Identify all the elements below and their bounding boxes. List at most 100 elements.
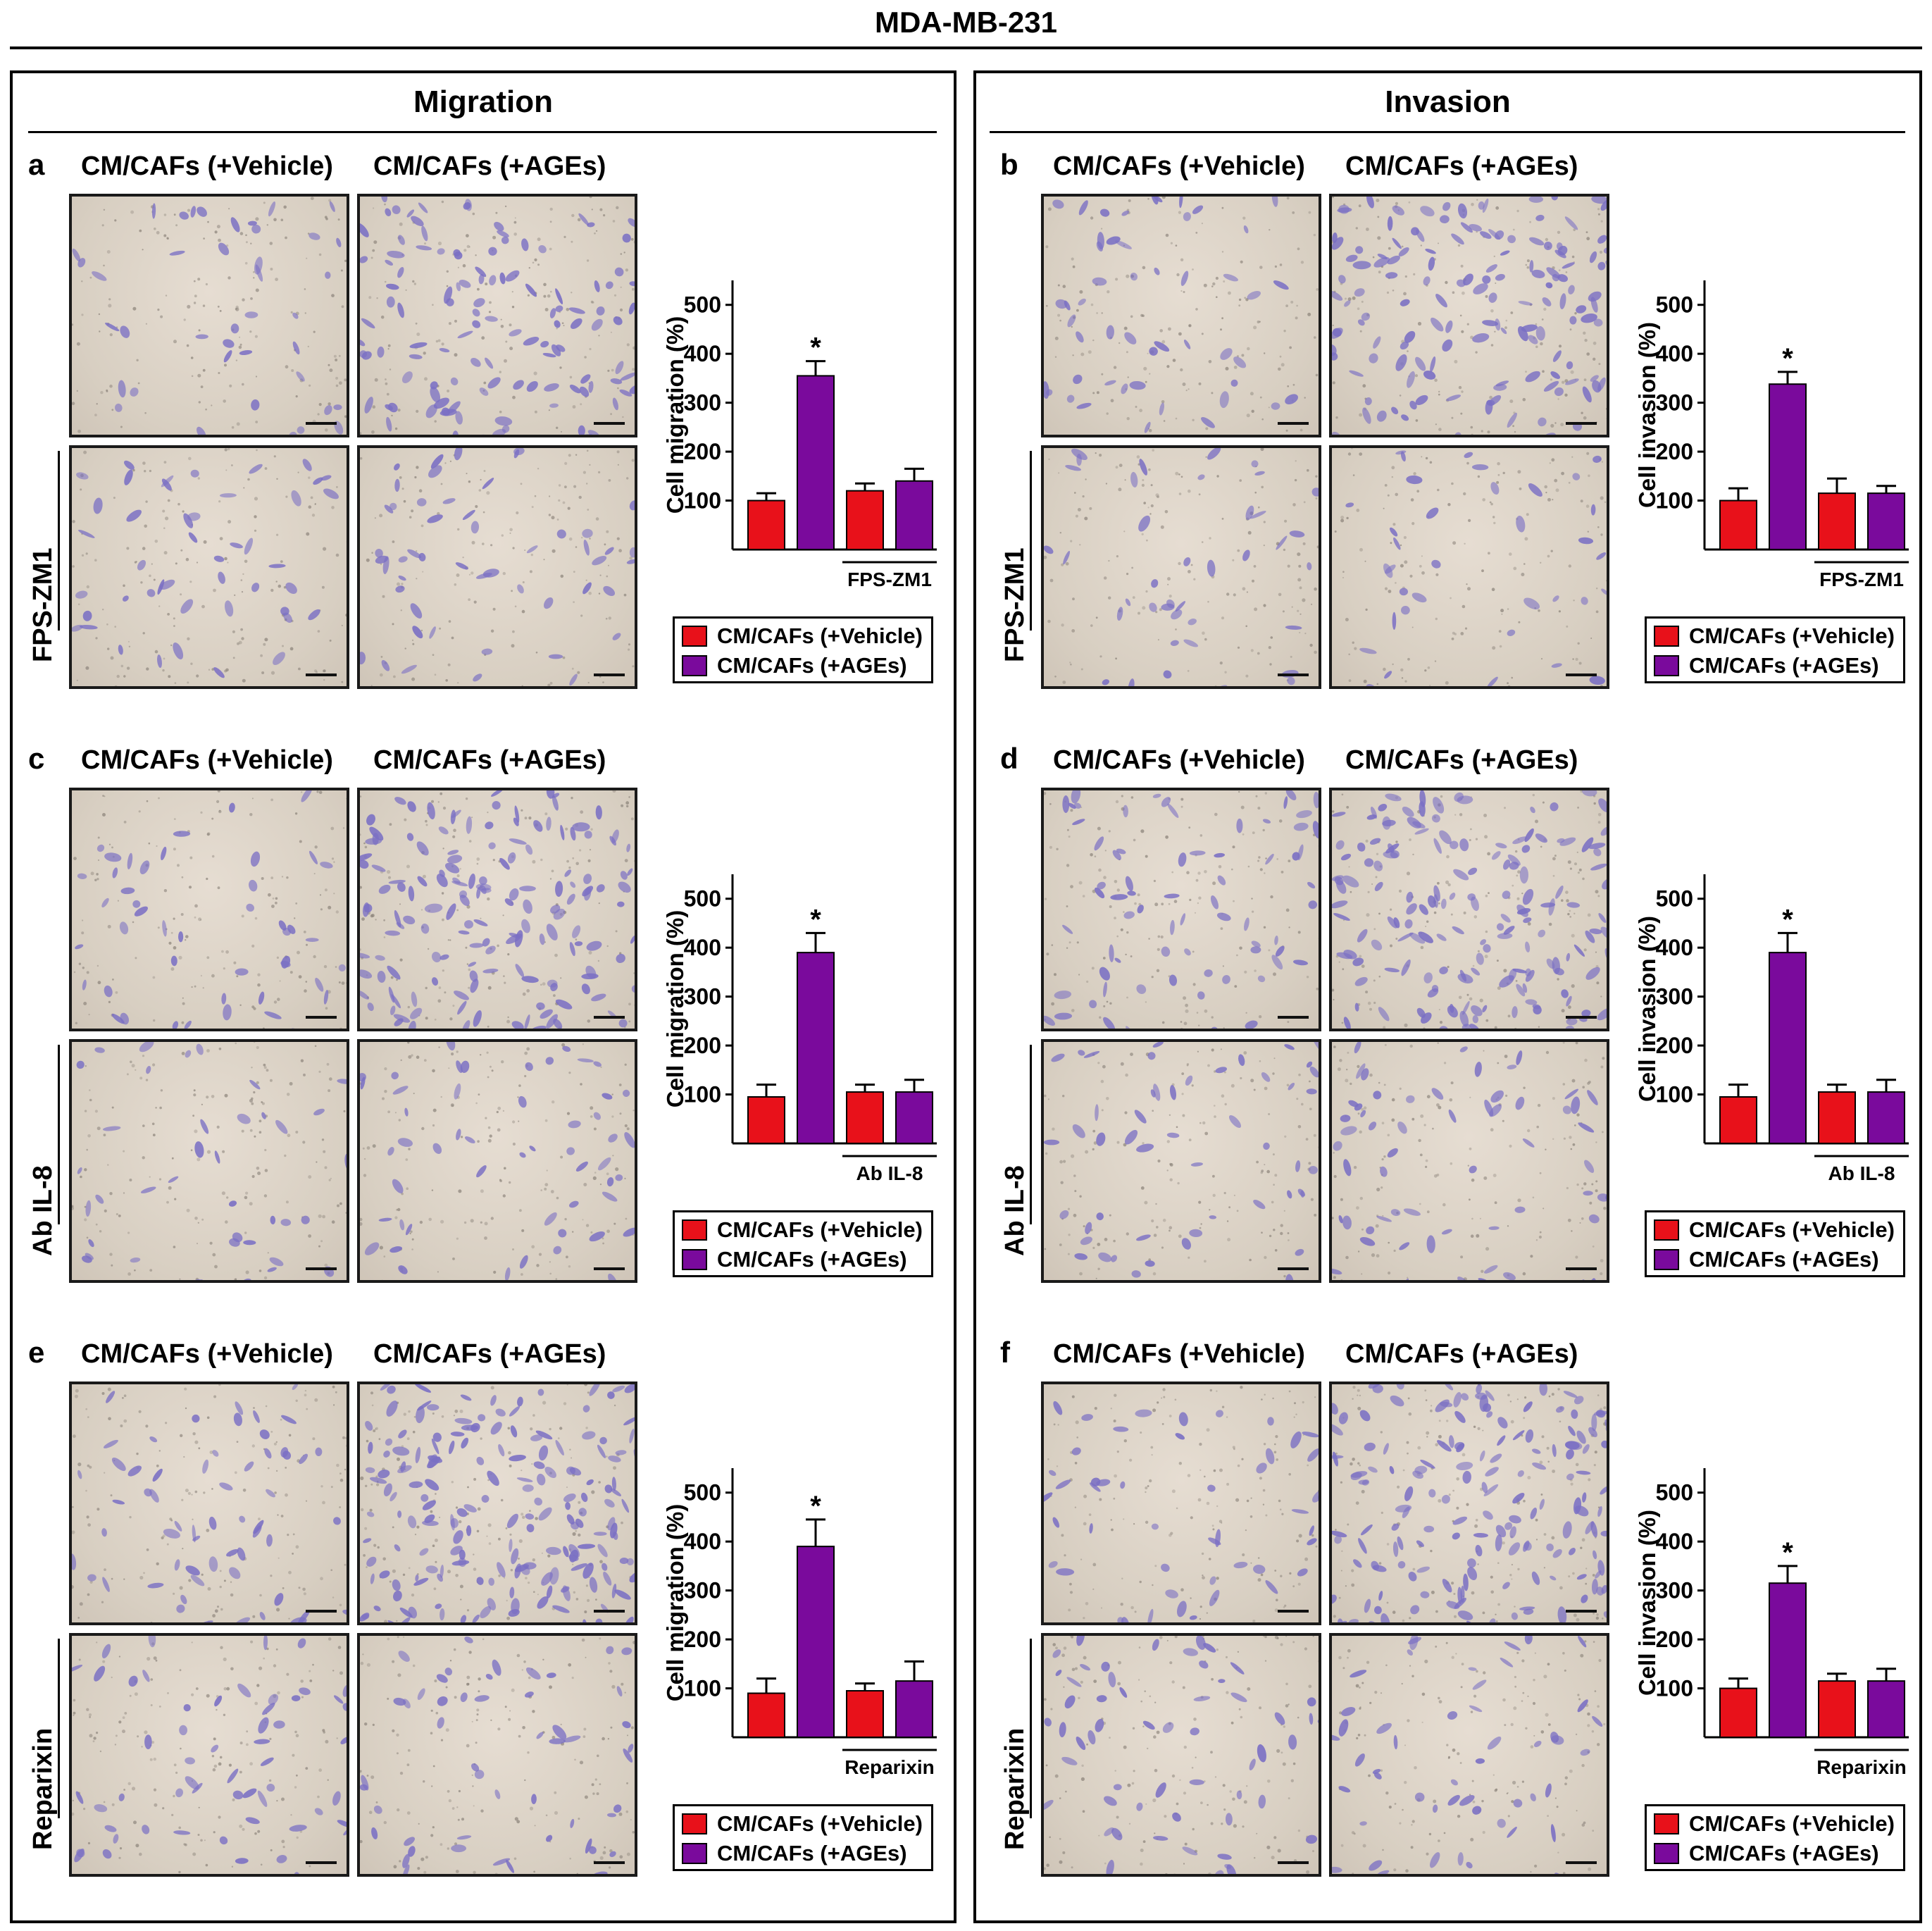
pore-dot: [206, 1416, 210, 1420]
stained-cell: [397, 1510, 402, 1518]
pore-dot: [599, 1856, 604, 1860]
pore-dot: [1207, 1064, 1210, 1067]
pore-dot: [549, 1272, 551, 1275]
pore-dot: [1283, 548, 1286, 552]
pore-dot: [405, 289, 407, 291]
stained-cell: [1564, 216, 1578, 230]
pore-dot: [1145, 855, 1148, 858]
pore-dot: [149, 1758, 153, 1761]
pore-dot: [506, 1599, 508, 1602]
stained-cell: [251, 583, 260, 592]
pore-dot: [470, 571, 474, 575]
stained-cell: [1588, 291, 1602, 302]
pore-dot: [212, 1253, 216, 1257]
pore-dot: [1395, 582, 1397, 584]
stained-cell: [325, 271, 331, 279]
scale-bar: [1278, 1267, 1309, 1270]
stained-cell: [1597, 261, 1606, 271]
pore-dot: [1392, 663, 1394, 666]
pore-dot: [502, 571, 506, 576]
stained-cell: [612, 397, 619, 411]
pore-dot: [613, 294, 617, 297]
pore-dot: [1264, 1086, 1268, 1091]
pore-dot: [234, 594, 236, 596]
pore-dot: [203, 1491, 206, 1494]
stained-cell: [416, 245, 432, 251]
stained-cell: [1525, 999, 1538, 1005]
pore-dot: [473, 1553, 475, 1556]
stained-cell: [360, 223, 369, 237]
pore-dot: [111, 1264, 113, 1267]
pore-dot: [569, 1448, 571, 1451]
pore-dot: [392, 1526, 394, 1529]
row-label-fps-zm1: FPS-ZM1: [28, 547, 58, 662]
pore-dot: [1466, 993, 1469, 996]
pore-dot: [1359, 547, 1363, 552]
pore-dot: [584, 1384, 587, 1386]
pore-dot: [1454, 359, 1458, 364]
pore-dot: [1180, 368, 1183, 372]
pore-dot: [575, 454, 578, 456]
pore-dot: [473, 1870, 476, 1874]
stained-cell: [466, 816, 473, 834]
pore-dot: [254, 1042, 256, 1043]
stained-cell: [1354, 288, 1365, 297]
pore-dot: [1412, 853, 1414, 856]
pore-dot: [1523, 563, 1526, 565]
pore-dot: [99, 1230, 102, 1233]
stained-cell: [1593, 847, 1602, 857]
pore-dot: [1151, 1219, 1154, 1223]
pore-dot: [1145, 380, 1147, 383]
pore-dot: [302, 1587, 306, 1591]
stained-cell: [1154, 267, 1160, 275]
micrograph-cells: [1044, 197, 1319, 433]
pore-dot: [408, 1567, 411, 1570]
pore-dot: [264, 638, 268, 642]
pore-dot: [534, 495, 537, 497]
stained-cell: [610, 1488, 622, 1496]
stained-cell: [291, 1695, 301, 1702]
pore-dot: [586, 259, 590, 262]
pore-dot: [1104, 850, 1107, 852]
pore-dot: [1435, 617, 1438, 621]
pore-dot: [431, 1189, 434, 1191]
pore-dot: [624, 1177, 626, 1179]
pore-dot: [324, 216, 328, 219]
pore-dot: [328, 199, 332, 202]
stained-cell: [1189, 850, 1206, 856]
stained-cell: [1397, 1122, 1407, 1134]
stained-cell: [387, 1147, 394, 1156]
pore-dot: [155, 1107, 157, 1109]
stained-cell: [230, 217, 240, 232]
pore-dot: [73, 1711, 76, 1715]
pore-dot: [1168, 902, 1171, 905]
scale-bar: [306, 1610, 337, 1613]
pore-dot: [1270, 636, 1273, 639]
stained-cell: [263, 1636, 268, 1651]
pore-dot: [564, 1217, 567, 1221]
stained-cell: [180, 599, 194, 614]
stained-cell: [1387, 255, 1400, 265]
pore-dot: [263, 1027, 265, 1029]
pore-dot: [1061, 563, 1064, 566]
pore-dot: [524, 817, 528, 820]
pore-dot: [318, 1768, 323, 1772]
stained-cell: [568, 307, 585, 314]
pore-dot: [1581, 1187, 1584, 1190]
pore-dot: [1108, 596, 1111, 600]
pore-dot: [220, 1608, 223, 1611]
pore-dot: [399, 222, 403, 226]
pore-dot: [168, 941, 172, 945]
pore-dot: [558, 1437, 560, 1439]
stained-cell: [1590, 375, 1599, 382]
stained-cell: [1318, 841, 1319, 850]
pore-dot: [1466, 461, 1469, 465]
micrograph-ages: [1329, 194, 1609, 437]
stained-cell: [366, 1556, 377, 1567]
stained-cell: [1581, 313, 1597, 323]
stained-cell: [1251, 460, 1259, 468]
pore-dot: [372, 249, 375, 252]
stained-cell: [378, 1217, 392, 1222]
pore-dot: [1373, 1001, 1376, 1005]
pore-dot: [244, 261, 248, 265]
